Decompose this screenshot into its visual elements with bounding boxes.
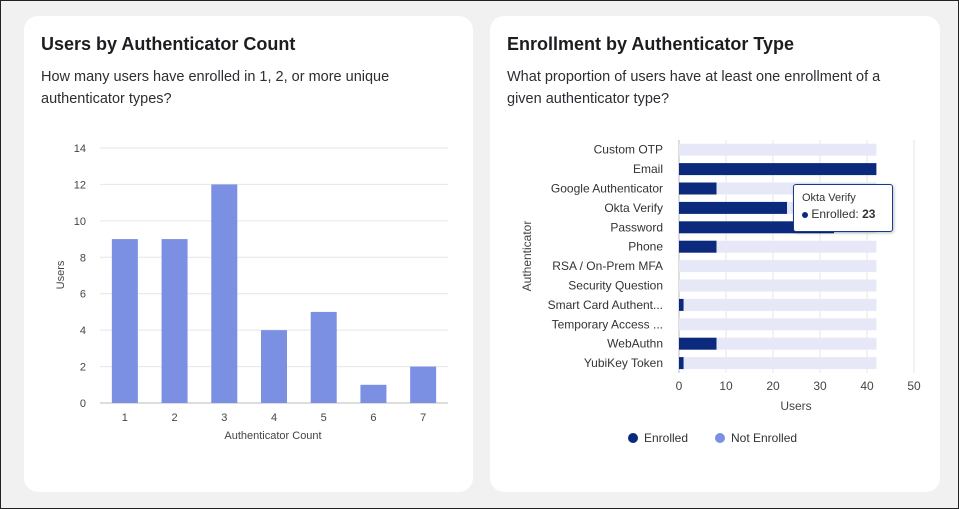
y-tick-label: YubiKey Token: [584, 356, 663, 370]
bar[interactable]: [261, 330, 287, 403]
y-tick-label: 6: [80, 289, 86, 301]
y-tick-label: 10: [74, 216, 86, 228]
bar-not-enrolled[interactable]: [683, 298, 877, 311]
bar-enrolled[interactable]: [679, 182, 717, 195]
y-tick-label: Smart Card Authent...: [548, 298, 663, 312]
y-tick-label: Temporary Access ...: [552, 317, 663, 331]
y-tick-label: Phone: [628, 240, 663, 254]
y-axis-label: Authenticator: [520, 221, 534, 292]
bar-not-enrolled[interactable]: [679, 143, 877, 156]
chart-title: Enrollment by Authenticator Type: [507, 34, 795, 54]
x-tick-label: 4: [271, 412, 277, 424]
bar[interactable]: [111, 239, 138, 403]
bar-enrolled[interactable]: [679, 357, 684, 370]
tooltip-title: Okta Verify: [802, 192, 856, 204]
x-tick-label: 40: [860, 379, 874, 393]
bar-enrolled[interactable]: [679, 298, 684, 311]
tooltip: Okta Verify Enrolled: 23: [793, 184, 893, 232]
tooltip-value: 23: [862, 207, 876, 221]
not-enrolled-swatch-icon: [715, 433, 725, 443]
x-tick-label: 1: [122, 412, 128, 424]
y-tick-label: Security Question: [568, 279, 663, 293]
enrolled-dot-icon: [802, 211, 808, 218]
x-tick-label: 0: [676, 379, 683, 393]
x-tick-label: 3: [221, 412, 227, 424]
legend-label: Enrolled: [644, 431, 689, 445]
y-tick-label: 0: [80, 398, 86, 410]
chart-title: Users by Authenticator Count: [41, 34, 296, 54]
legend-not-enrolled[interactable]: Not Enrolled: [715, 431, 797, 445]
x-tick-label: 7: [420, 412, 426, 424]
bar[interactable]: [410, 366, 437, 403]
y-axis-label: Users: [55, 260, 67, 289]
chart-subtitle: How many users have enrolled in 1, 2, or…: [41, 69, 390, 107]
bar-not-enrolled[interactable]: [716, 240, 877, 253]
bar-not-enrolled[interactable]: [716, 337, 877, 350]
bar-enrolled[interactable]: [679, 163, 877, 176]
y-tick-label: WebAuthn: [607, 337, 663, 351]
x-axis-label: Users: [780, 399, 811, 413]
y-tick-label: Password: [610, 220, 663, 234]
y-tick-label: Okta Verify: [604, 201, 663, 215]
x-tick-label: 50: [907, 379, 921, 393]
x-axis-label: Authenticator Count: [224, 430, 321, 442]
bar-enrolled[interactable]: [679, 201, 788, 214]
y-tick-label: 8: [80, 252, 86, 264]
bar-enrolled[interactable]: [679, 337, 717, 350]
x-tick-label: 30: [813, 379, 827, 393]
y-tick-label: Google Authenticator: [551, 182, 663, 196]
card-users-by-count: Users by Authenticator Count How many us…: [24, 16, 473, 492]
x-tick-label: 6: [370, 412, 376, 424]
x-tick-label: 10: [719, 379, 733, 393]
bar-not-enrolled[interactable]: [679, 260, 877, 273]
bar[interactable]: [211, 184, 238, 403]
x-tick-label: 20: [766, 379, 780, 393]
x-tick-label: 5: [321, 412, 327, 424]
bar-not-enrolled[interactable]: [683, 357, 877, 370]
y-tick-label: 2: [80, 362, 86, 374]
bar[interactable]: [360, 384, 387, 403]
bar-not-enrolled[interactable]: [679, 279, 877, 292]
card-enrollment-by-type: Enrollment by Authenticator Type What pr…: [490, 16, 940, 492]
y-tick-label: 14: [74, 143, 86, 155]
bar[interactable]: [310, 311, 337, 403]
bar-not-enrolled[interactable]: [679, 318, 877, 331]
y-tick-label: 12: [74, 179, 86, 191]
y-tick-label: Email: [633, 162, 663, 176]
x-tick-label: 2: [172, 412, 178, 424]
bar-enrolled[interactable]: [679, 240, 717, 253]
y-tick-label: 4: [80, 325, 86, 337]
enrolled-swatch-icon: [628, 433, 638, 443]
y-tick-label: Custom OTP: [594, 143, 663, 157]
chart-subtitle: What proportion of users have at least o…: [507, 69, 881, 107]
legend-label: Not Enrolled: [731, 431, 798, 445]
legend-enrolled[interactable]: Enrolled: [628, 431, 688, 445]
tooltip-label: Enrolled:: [811, 207, 859, 221]
bar[interactable]: [161, 239, 188, 403]
y-tick-label: RSA / On-Prem MFA: [552, 259, 663, 273]
